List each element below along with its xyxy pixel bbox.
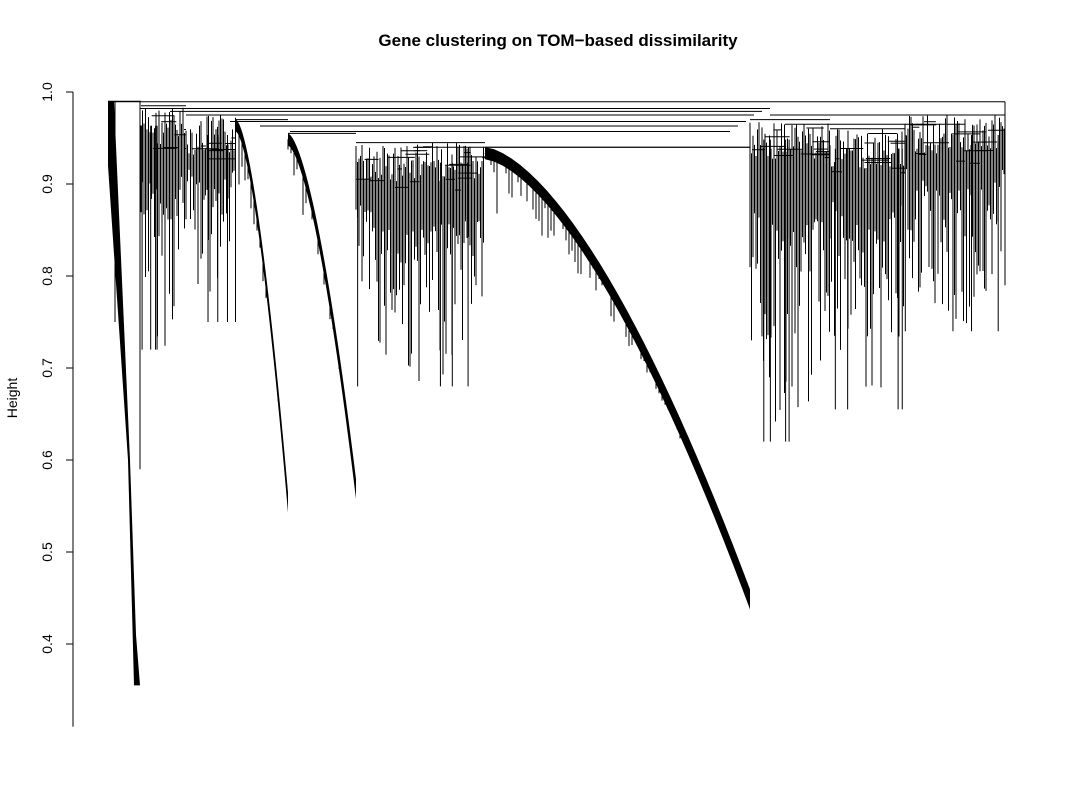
- chart-title: Gene clustering on TOM−based dissimilari…: [378, 31, 738, 50]
- y-tick-label: 0.6: [39, 450, 55, 470]
- y-axis-label: Height: [4, 378, 20, 419]
- dendrogram-cluster: [235, 119, 288, 513]
- dendrogram-tree: [108, 100, 1006, 686]
- dendrogram-root: [110, 101, 1006, 286]
- dendrogram-cluster: [140, 105, 186, 350]
- y-tick-label: 0.8: [39, 266, 55, 286]
- dendrogram-cluster: [287, 132, 356, 499]
- y-tick-label: 1.0: [39, 82, 55, 102]
- cluster-branch-mass: [108, 101, 140, 686]
- dendrogram-cluster: [185, 114, 236, 322]
- y-axis: 0.4 0.5 0.6 0.7 0.8 0.9 1.0: [39, 82, 74, 727]
- dendrogram-cluster: [108, 100, 141, 686]
- y-tick-label: 0.5: [39, 542, 55, 562]
- y-tick-label: 0.7: [39, 358, 55, 378]
- dendrogram-cluster: [355, 142, 485, 387]
- y-tick-label: 0.4: [39, 634, 55, 654]
- y-tick-label: 0.9: [39, 174, 55, 194]
- dendrogram-cluster: [904, 114, 1005, 332]
- dendrogram-cluster: [749, 119, 830, 442]
- dendrogram-cluster: [829, 128, 905, 410]
